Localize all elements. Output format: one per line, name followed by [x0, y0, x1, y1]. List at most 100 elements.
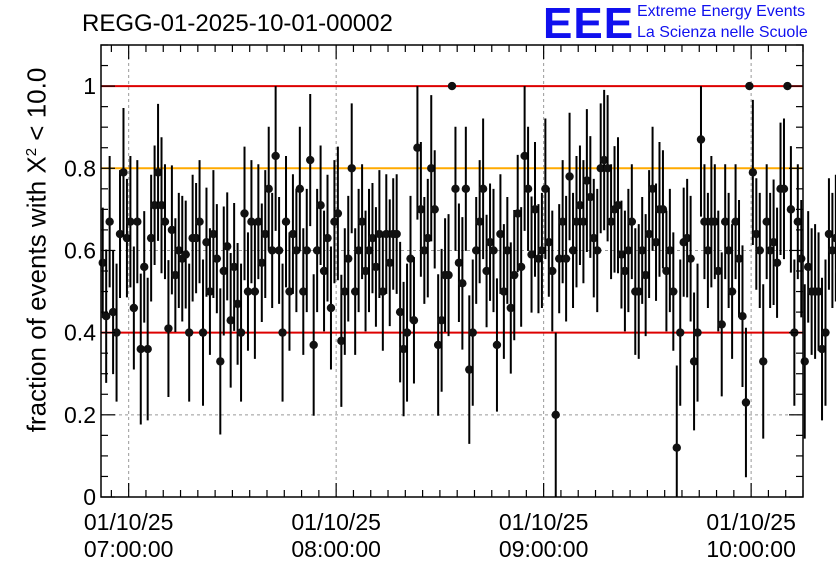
data-point [219, 266, 228, 276]
data-point [662, 266, 671, 276]
data-point [772, 258, 782, 267]
data-point [665, 246, 675, 255]
data-point [191, 233, 201, 243]
data-point [516, 262, 526, 272]
data-point [347, 164, 356, 173]
data-point [437, 316, 446, 325]
data-point [382, 229, 391, 239]
data-point [503, 246, 512, 255]
data-point [489, 246, 498, 255]
data-point [803, 262, 813, 272]
y-axis-label: fraction of events with X2 < 10.0 [22, 68, 53, 433]
data-point [108, 307, 118, 317]
data-point [129, 303, 139, 313]
data-point [779, 184, 789, 194]
x-tick-label-time: 08:00:00 [291, 536, 381, 562]
data-point [212, 254, 222, 263]
data-point [247, 217, 256, 226]
data-point [682, 233, 692, 243]
data-point [658, 205, 668, 214]
data-point [285, 287, 294, 296]
data-point [485, 238, 495, 247]
data-point [720, 217, 730, 226]
data-point [599, 155, 609, 165]
data-point [579, 217, 588, 226]
x-tick-label-date: 01/10/25 [291, 509, 381, 535]
data-point [174, 246, 184, 255]
data-point [378, 287, 388, 296]
data-point [316, 201, 325, 210]
data-point [416, 205, 426, 214]
data-point [295, 184, 305, 194]
data-point [181, 250, 190, 259]
data-point [261, 229, 270, 239]
data-point [402, 328, 412, 337]
data-point [330, 217, 339, 226]
data-point [703, 246, 713, 255]
data-point [271, 151, 280, 161]
data-point [482, 266, 491, 276]
data-point [209, 229, 218, 239]
data-point [724, 246, 733, 255]
data-point [375, 229, 384, 239]
data-point [240, 209, 249, 218]
data-point [472, 246, 481, 255]
data-point [171, 270, 180, 280]
data-point [510, 270, 519, 280]
data-point [413, 143, 422, 152]
data-point [755, 246, 764, 255]
data-point [669, 287, 678, 296]
data-point [752, 229, 761, 239]
data-point [395, 307, 405, 317]
y-axis-label-tail: < 10.0 [21, 67, 52, 148]
data-point [762, 217, 771, 226]
data-point [399, 344, 408, 354]
data-point [689, 357, 699, 366]
data-point [198, 328, 208, 337]
data-point [821, 328, 830, 337]
data-point [800, 357, 809, 366]
data-point [326, 303, 336, 313]
data-point [769, 238, 778, 247]
data-point [676, 328, 685, 337]
logo-subtitle-2: La Scienza nelle Scuole [637, 24, 808, 41]
data-point [140, 262, 149, 272]
data-point [205, 287, 215, 296]
data-point [499, 287, 509, 296]
data-point [527, 250, 536, 259]
data-point [306, 155, 315, 165]
data-point [385, 258, 394, 267]
data-point [745, 81, 754, 91]
data-point [582, 176, 592, 185]
data-point [274, 246, 284, 255]
data-point [143, 344, 152, 354]
data-point [513, 209, 522, 218]
data-point [589, 233, 598, 243]
data-point [558, 217, 567, 226]
data-point [641, 270, 650, 280]
data-point [786, 205, 796, 214]
data-point [101, 312, 111, 321]
data-point [364, 246, 374, 255]
x-tick-label-date: 01/10/25 [499, 509, 589, 535]
x-tick-label-date: 01/10/25 [84, 509, 174, 535]
data-point [344, 254, 353, 263]
data-point [157, 201, 166, 210]
data-point [634, 287, 643, 296]
y-tick-label: 0.4 [64, 320, 96, 346]
y-tick-label: 0.8 [64, 155, 96, 181]
data-point [555, 254, 564, 263]
data-point [126, 217, 135, 226]
data-point [492, 340, 502, 350]
data-point [797, 254, 806, 263]
data-point [710, 217, 720, 226]
data-point [160, 217, 170, 226]
data-point [759, 357, 768, 366]
data-point [195, 217, 204, 226]
data-point [561, 254, 571, 263]
data-point [112, 328, 121, 337]
data-point [184, 328, 194, 337]
data-point [319, 266, 329, 276]
data-point [264, 184, 273, 194]
